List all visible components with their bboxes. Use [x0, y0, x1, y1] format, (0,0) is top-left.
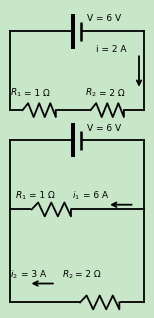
Text: $R_2$: $R_2$	[85, 87, 97, 100]
Text: V = 6 V: V = 6 V	[87, 124, 121, 133]
Text: = 6 A: = 6 A	[83, 191, 108, 200]
Text: $R_1$: $R_1$	[15, 190, 27, 202]
Text: = 3 A: = 3 A	[21, 270, 46, 279]
Text: $i_2$: $i_2$	[10, 268, 18, 281]
Text: = 1 Ω: = 1 Ω	[29, 191, 54, 200]
Text: $R_1$: $R_1$	[10, 87, 22, 100]
Text: i = 2 A: i = 2 A	[96, 45, 126, 54]
Text: $i_1$: $i_1$	[73, 190, 80, 202]
Text: $R_2$: $R_2$	[62, 268, 74, 281]
Text: = 2 Ω: = 2 Ω	[99, 89, 125, 98]
Text: V = 6 V: V = 6 V	[87, 14, 121, 24]
Text: = 2 Ω: = 2 Ω	[75, 270, 101, 279]
Text: = 1 Ω: = 1 Ω	[24, 89, 50, 98]
